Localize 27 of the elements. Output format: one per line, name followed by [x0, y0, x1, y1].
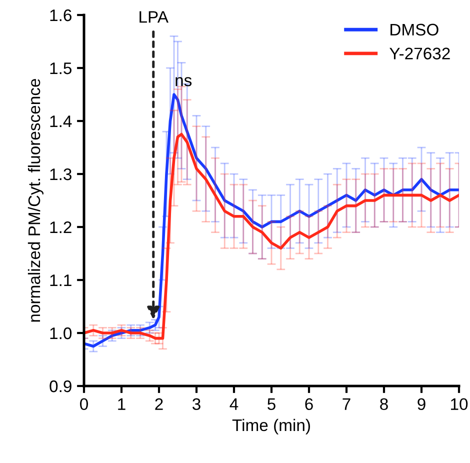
y-tick-label: 1.5	[50, 62, 72, 74]
x-tick-label: 1	[118, 398, 126, 410]
x-tick-label: 2	[155, 398, 163, 410]
y-tick-label: 1.0	[50, 327, 72, 340]
y-tick-label: 0.9	[50, 380, 72, 392]
y-tick-label: 1.6	[50, 9, 72, 22]
x-tick-label: 5	[268, 398, 276, 410]
y-tick-label: 1.1	[50, 274, 72, 286]
y-axis-title: normalized PM/Cyt. fluorescence	[28, 78, 44, 322]
x-tick-label: 8	[380, 398, 388, 410]
x-tick-label: 7	[342, 398, 350, 410]
line-series	[84, 132, 459, 340]
legend-label: DMSO	[390, 24, 438, 36]
y-tick-label: 1.4	[50, 116, 72, 128]
x-tick-label: 9	[418, 398, 426, 410]
x-tick-label: 0	[80, 398, 88, 410]
x-tick-label: 3	[192, 398, 200, 410]
x-tick-label: 10	[451, 398, 468, 410]
x-tick-label: 6	[305, 398, 313, 410]
y-tick-label: 1.3	[50, 168, 72, 180]
annotation: LPA	[140, 11, 168, 23]
x-tick-label: 4	[230, 398, 238, 410]
annotation: ns	[176, 77, 192, 86]
y-tick-label: 1.2	[50, 221, 72, 234]
legend-label: Y-27632	[390, 48, 450, 60]
x-axis-title: Time (min)	[232, 418, 310, 434]
line-series	[84, 93, 459, 348]
